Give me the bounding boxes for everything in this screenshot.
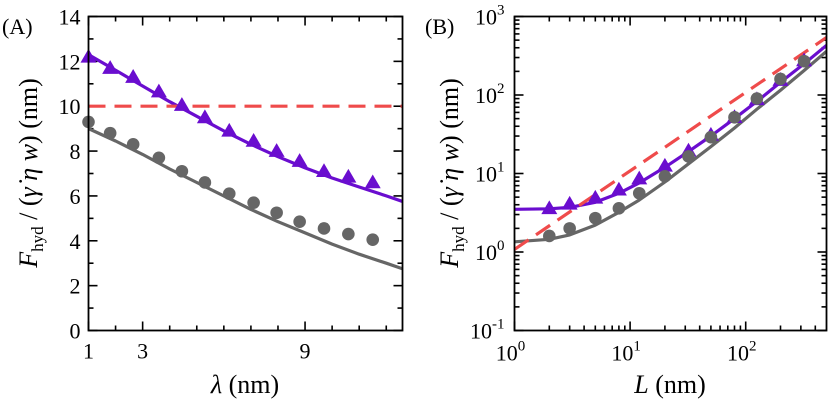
data-point-circle [632,186,646,200]
data-point-triangle [196,109,213,124]
x-tick-label: 1 [83,339,94,364]
panel-b-series [514,36,827,251]
data-point-circle [247,196,260,209]
data-point-triangle [125,69,142,83]
svg-text:Fhyd / (γ̇ η w) (nm): Fhyd / (γ̇ η w) (nm) [435,78,468,268]
y-tick-label: 101 [475,160,505,187]
svg-text:Fhyd / (γ̇ η w) (nm): Fhyd / (γ̇ η w) (nm) [14,78,47,268]
panel-a-frame [87,15,404,332]
y-tick-label: 102 [475,81,505,108]
data-point-triangle [102,60,119,74]
panel-a-label: (A) [2,14,33,39]
data-point-circle [366,233,380,246]
data-point-triangle [631,170,648,185]
data-point-triangle [245,132,262,147]
data-point-circle [342,227,355,241]
data-point-triangle [587,189,604,204]
data-point-circle [152,151,166,165]
data-point-circle [704,130,718,144]
data-point-triangle [656,157,673,172]
data-point-triangle [316,163,332,178]
data-point-circle [542,229,556,243]
x-tick-label: 100 [496,339,526,366]
y-tick-label: 12 [59,49,81,74]
data-point-triangle [561,195,578,210]
y-tick-label: 8 [70,139,81,164]
panel-b-ylabel: Fhyd / (γ̇ η w) (nm) [435,78,468,268]
data-point-circle [317,222,331,235]
series-line-gray-fit [88,127,403,271]
panel-a-xlabel: λ (nm) [210,370,279,399]
panel-b-xlabel: L (nm) [633,370,706,399]
y-tick-label: 4 [70,229,81,254]
x-tick-label: 102 [727,339,757,366]
data-point-circle [103,126,117,140]
data-point-triangle [291,153,308,167]
data-point-triangle [268,143,285,157]
panel-a-ylabel: Fhyd / (γ̇ η w) (nm) [14,78,47,268]
x-tick-label: 101 [611,339,641,366]
series-line-gray-fit [514,50,827,244]
data-point-circle [612,202,626,215]
y-tick-label: 0 [70,319,81,344]
x-tick-label: 9 [300,339,311,364]
panel-a: (A) 1 3 9 0 2 4 6 8 10 12 14 λ (nm) Fhyd / (γ̇ η w… [2,5,404,399]
series-line-red-dashed [514,36,827,251]
panel-b-label: (B) [425,14,454,39]
y-tick-label: 100 [475,238,505,265]
y-tick-label: 103 [475,3,505,30]
data-point-circle [750,92,764,105]
data-point-triangle [173,97,190,111]
data-point-circle [658,170,672,183]
data-point-triangle [340,168,357,183]
data-point-circle [222,187,236,200]
data-point-circle [728,110,741,124]
data-point-circle [563,222,576,235]
data-point-circle [797,54,811,68]
data-point-circle [175,164,189,178]
data-point-triangle [541,200,558,215]
data-point-circle [682,150,695,163]
data-point-circle [198,176,212,189]
data-point-triangle [150,83,167,98]
panel-a-tick-labels: 1 3 9 0 2 4 6 8 10 12 14 [59,5,311,364]
data-point-circle [293,215,306,229]
data-point-circle [270,206,283,220]
y-tick-label: 10-1 [470,317,505,344]
data-point-triangle [364,174,381,189]
x-tick-label: 3 [137,339,148,364]
panel-a-series [80,48,403,271]
data-point-triangle [610,181,627,196]
y-tick-label: 2 [70,274,81,299]
data-point-circle [126,138,140,151]
data-point-triangle [221,122,238,137]
y-tick-label: 14 [59,5,81,30]
data-point-circle [589,211,602,225]
data-point-circle [774,72,787,86]
panel-b-frame [513,15,828,332]
panel-a-ticks [87,15,403,332]
y-tick-label: 10 [59,94,81,119]
y-tick-label: 6 [70,184,81,209]
